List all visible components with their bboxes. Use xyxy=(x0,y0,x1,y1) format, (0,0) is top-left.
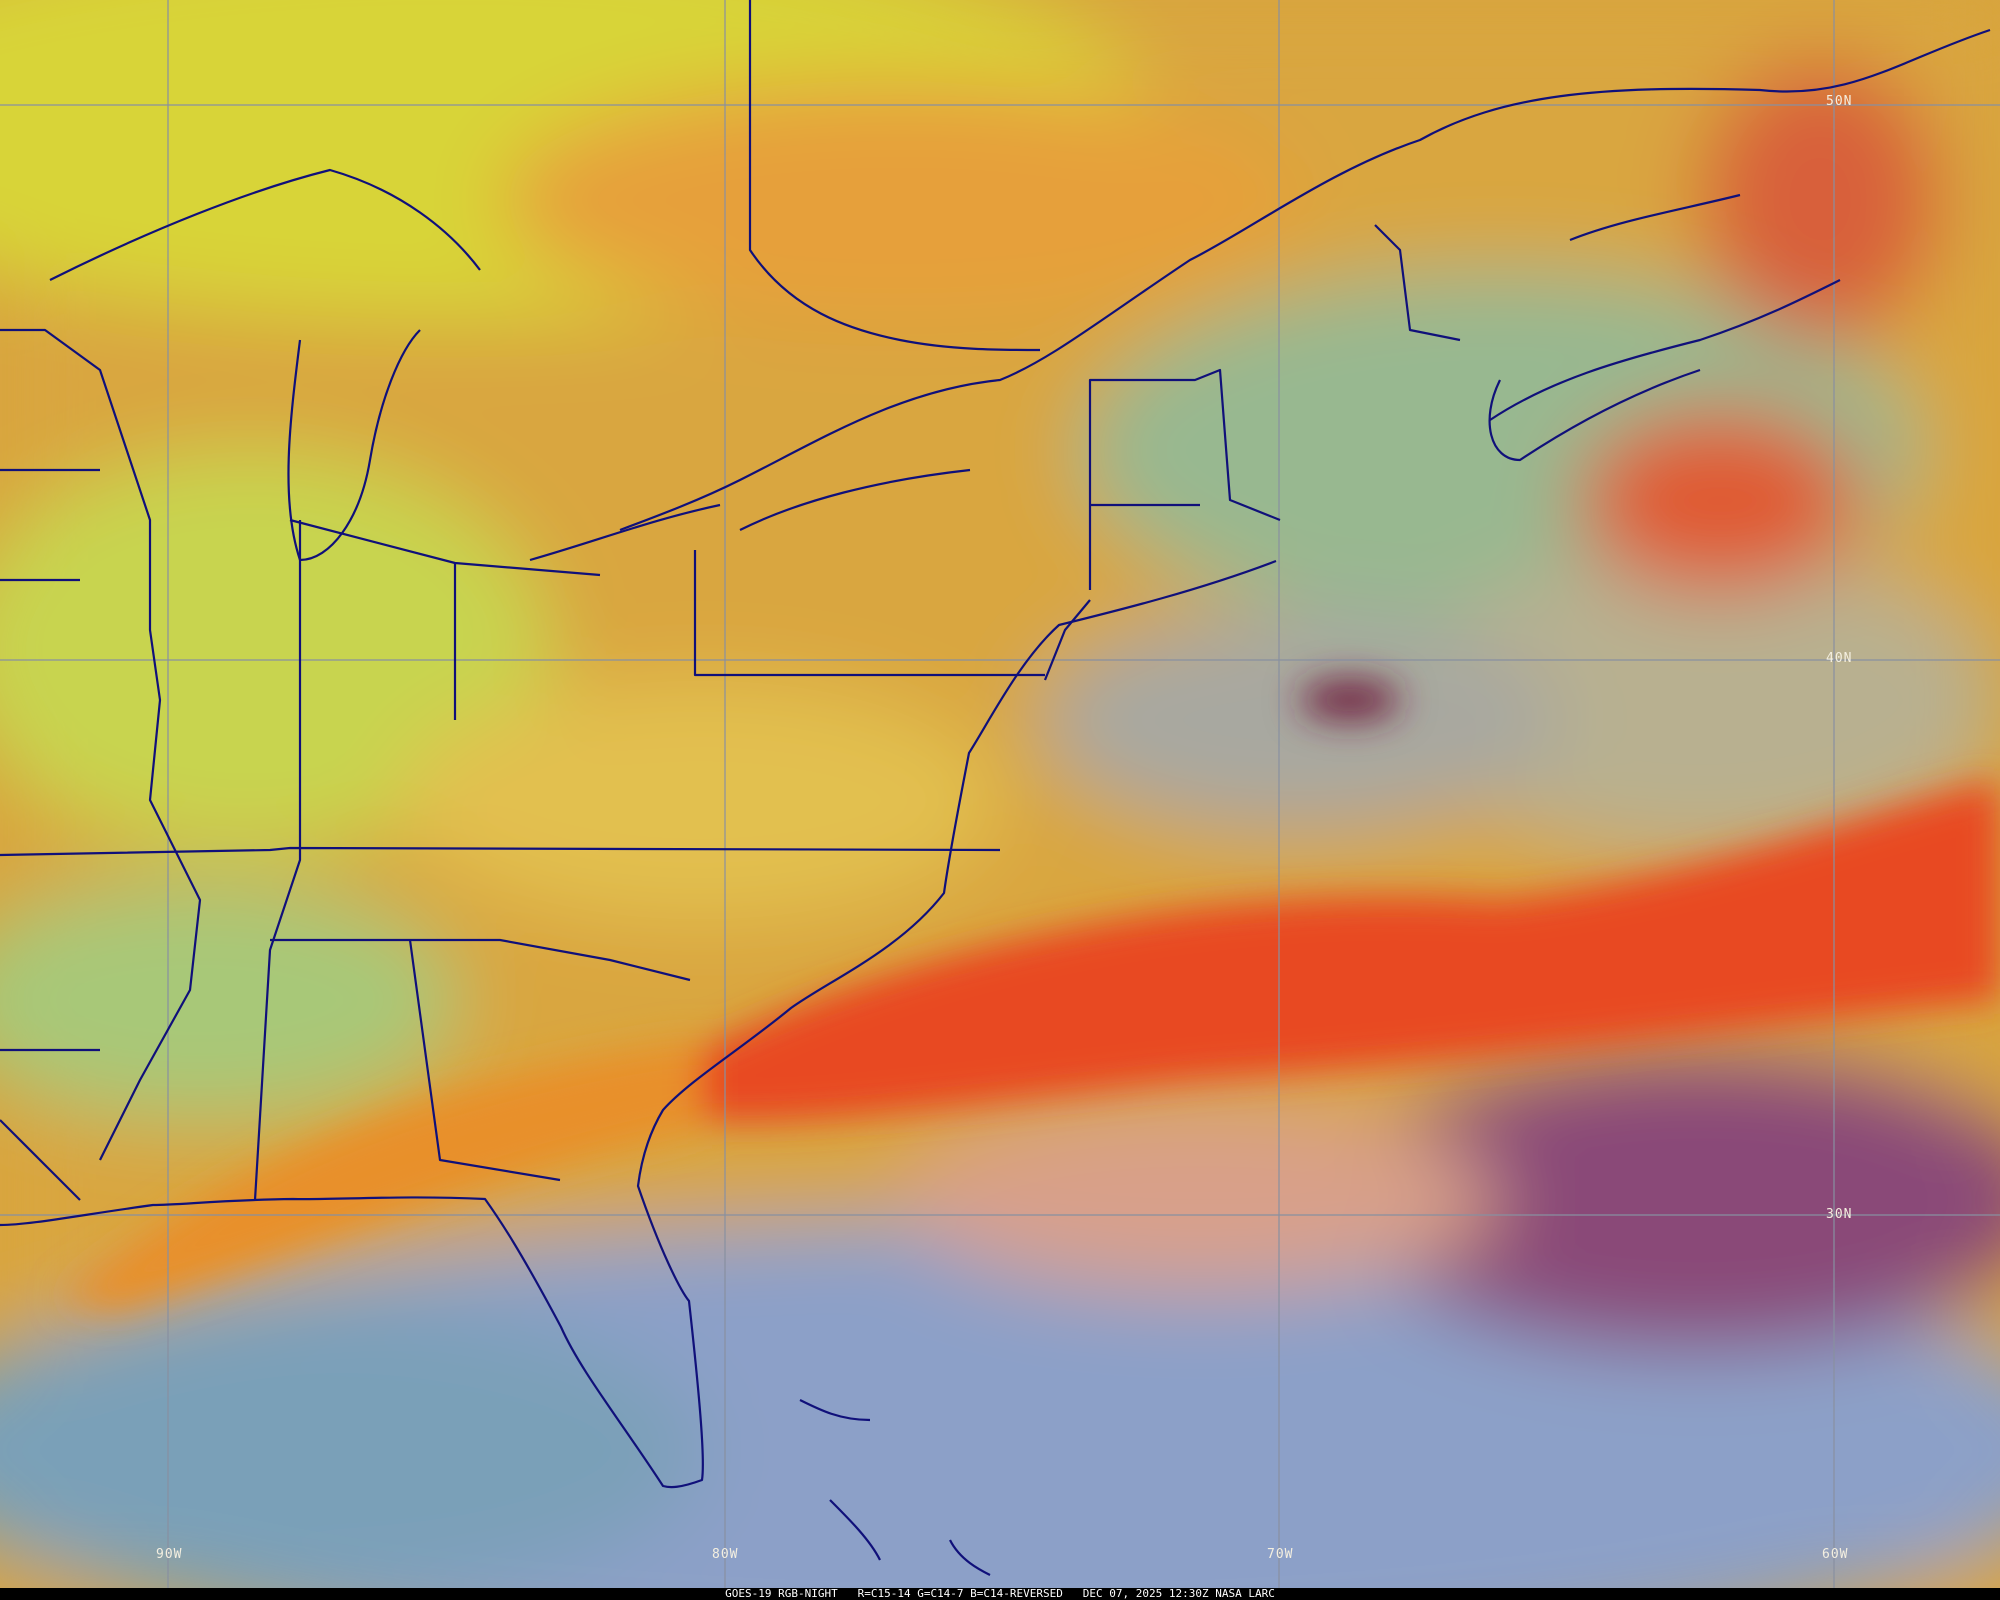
caption-bands: R=C15-14 G=C14-7 B=C14-REVERSED xyxy=(857,1587,1063,1600)
lon-label-70w: 70W xyxy=(1267,1547,1294,1562)
caption-product: GOES-19 RGB-NIGHT xyxy=(725,1587,838,1600)
lat-label-30n: 30N xyxy=(1826,1207,1853,1222)
caption-datetime: DEC 07, 2025 12:30Z xyxy=(1082,1587,1209,1600)
frontal-cloud-band xyxy=(60,680,2000,1310)
lon-label-90w: 90W xyxy=(156,1547,183,1562)
lon-label-80w: 80W xyxy=(712,1547,739,1562)
image-caption-bar: GOES-19 RGB-NIGHT R=C15-14 G=C14-7 B=C14… xyxy=(0,1588,2000,1600)
caption-source: NASA LARC xyxy=(1215,1587,1275,1600)
lat-label-50n: 50N xyxy=(1826,94,1853,109)
lon-label-60w: 60W xyxy=(1822,1547,1849,1562)
lat-label-40n: 40N xyxy=(1826,651,1853,666)
